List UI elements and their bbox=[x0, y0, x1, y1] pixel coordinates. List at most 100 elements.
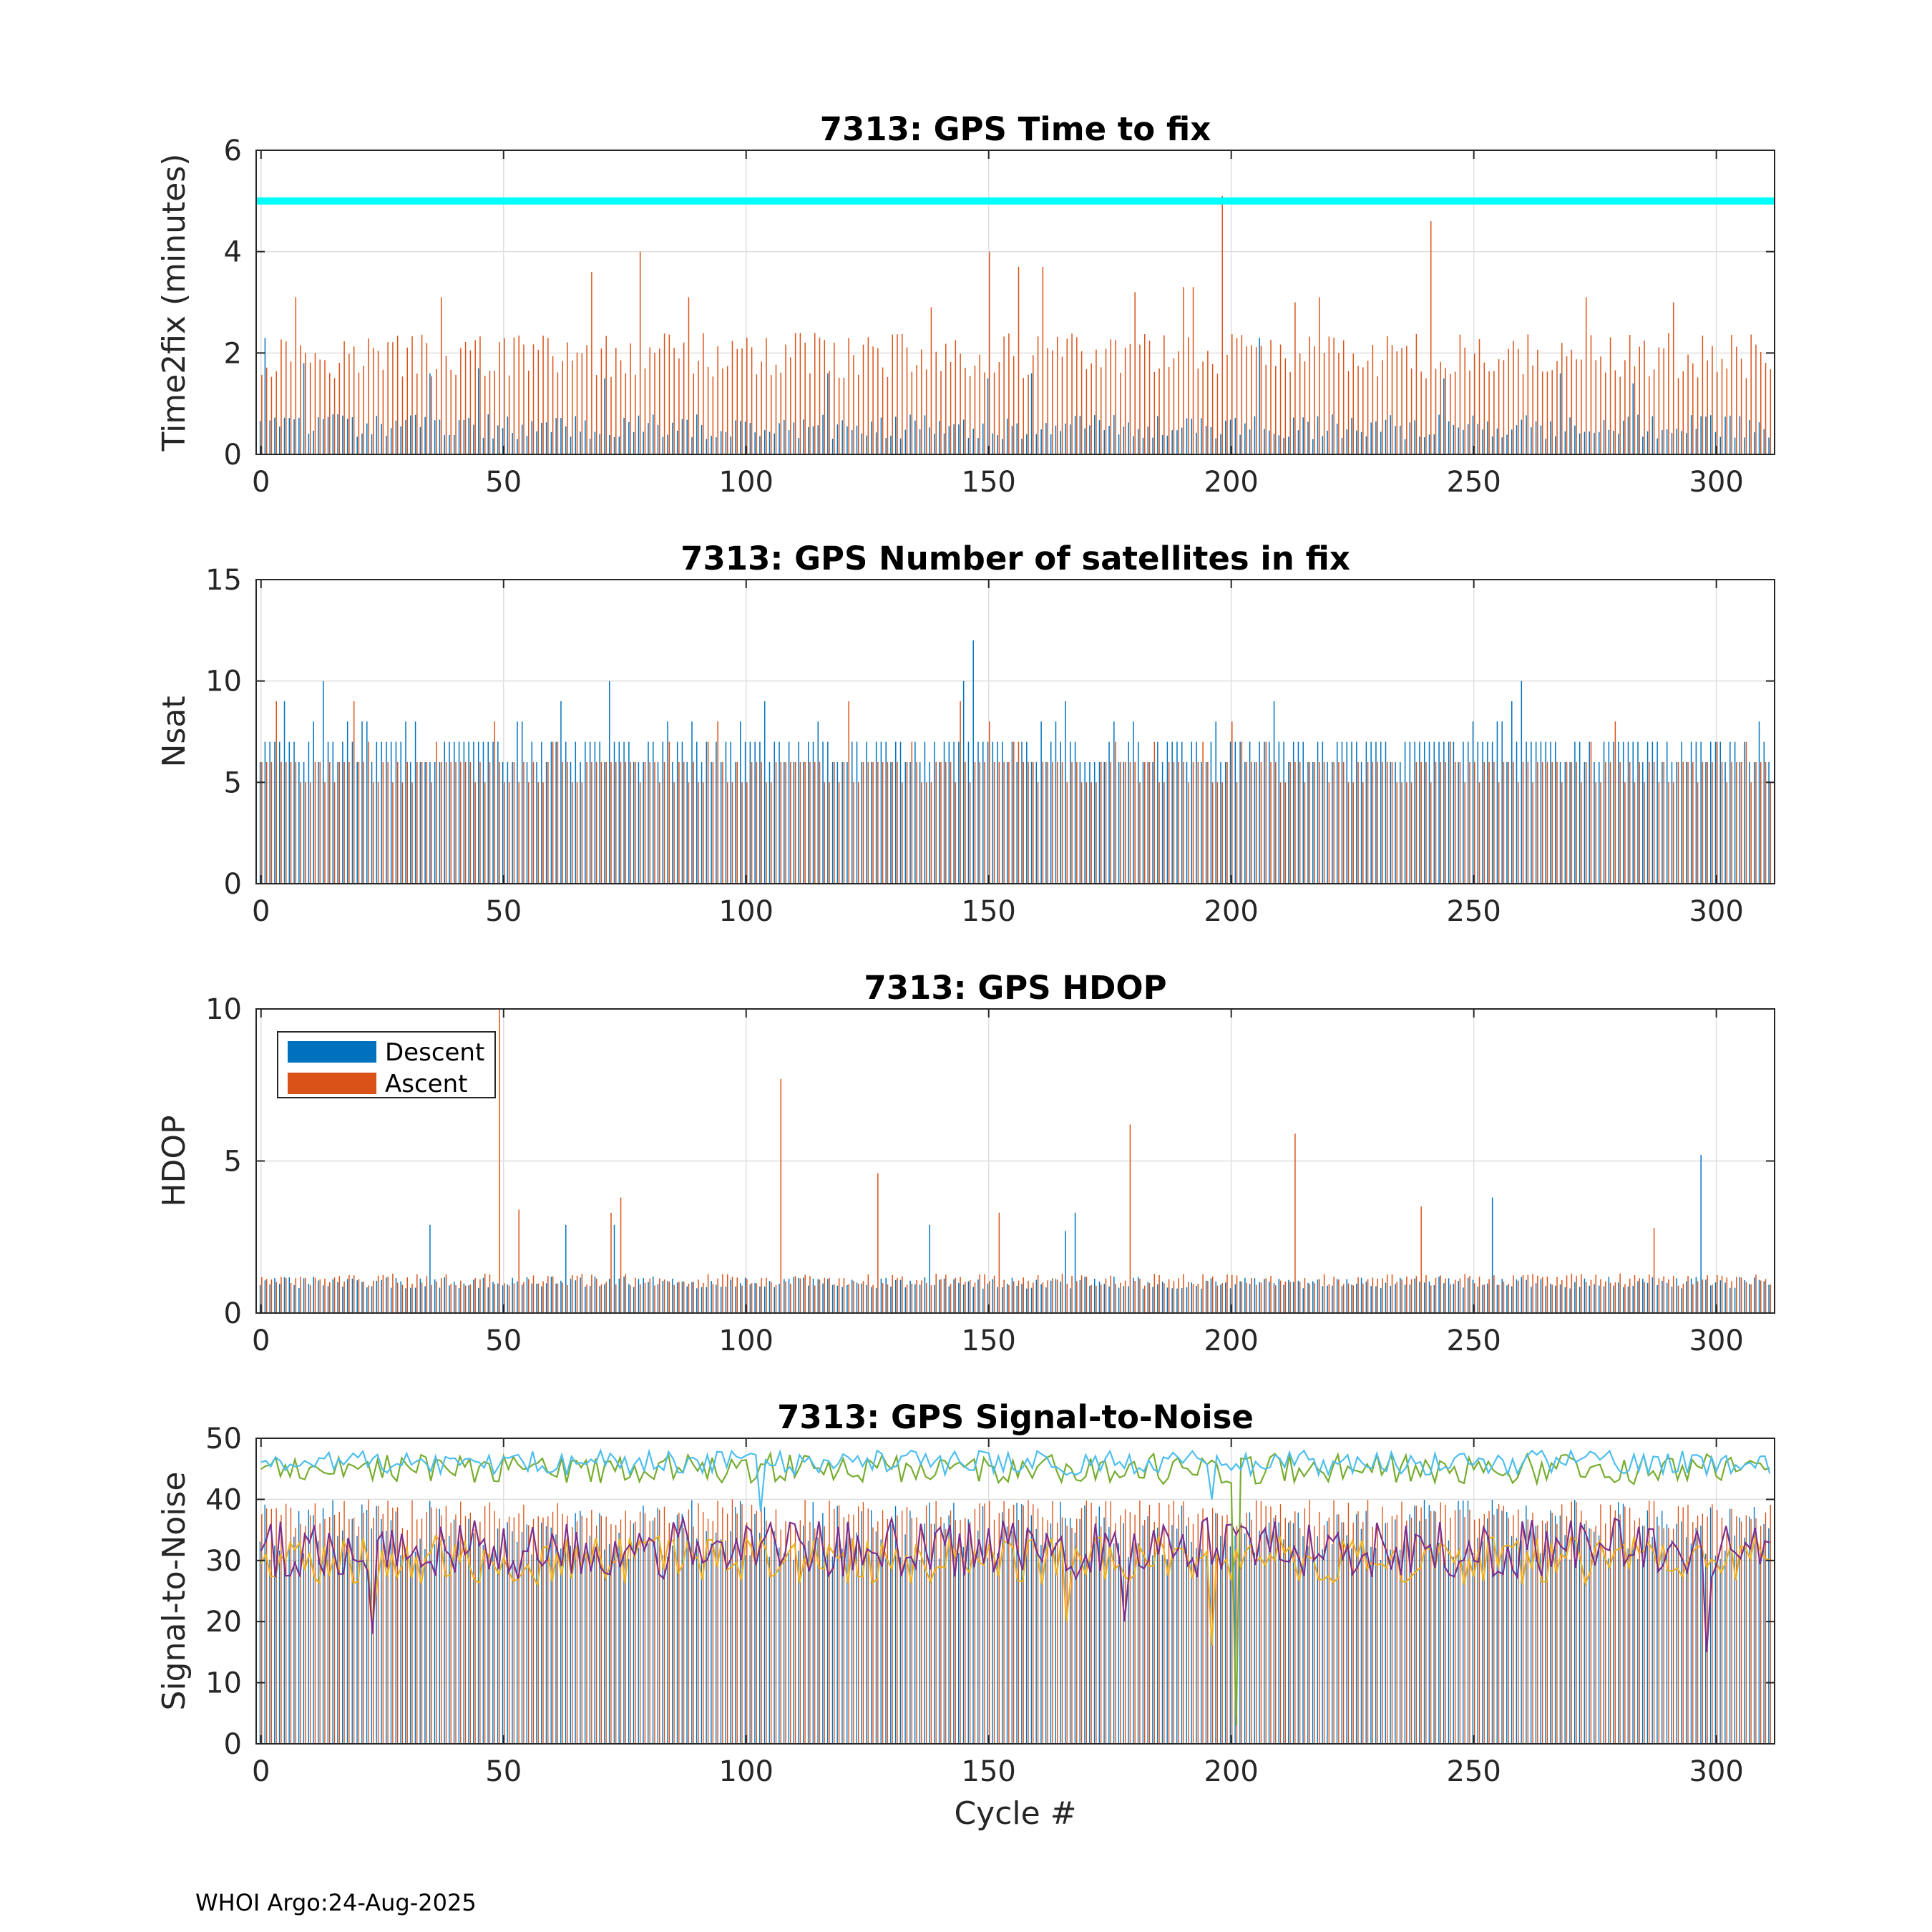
ascent-bar bbox=[1537, 1525, 1538, 1744]
ascent-bar bbox=[1537, 762, 1538, 884]
ascent-bar bbox=[396, 1507, 399, 1744]
ascent-bar bbox=[989, 251, 990, 454]
descent-bar bbox=[623, 1277, 625, 1313]
descent-bar bbox=[744, 741, 746, 884]
ascent-bar bbox=[1188, 1282, 1189, 1313]
descent-bar bbox=[1642, 436, 1644, 454]
descent-bar bbox=[1714, 1282, 1717, 1313]
descent-bar bbox=[1486, 1518, 1488, 1744]
descent-bar bbox=[744, 1555, 746, 1744]
descent-bar bbox=[424, 762, 426, 884]
descent-bar bbox=[541, 741, 542, 884]
y-tick-label: 0 bbox=[224, 1297, 242, 1330]
ascent-bar bbox=[1435, 1277, 1437, 1313]
descent-bar bbox=[1409, 1514, 1410, 1744]
ascent-bar bbox=[1120, 762, 1121, 884]
descent-bar bbox=[1011, 426, 1013, 454]
descent-bar bbox=[1157, 741, 1158, 884]
descent-bar bbox=[1482, 741, 1483, 884]
descent-bar bbox=[1496, 1508, 1498, 1744]
descent-bar bbox=[798, 1551, 799, 1744]
x-tick-label: 300 bbox=[1689, 1755, 1743, 1788]
descent-bar bbox=[875, 1531, 877, 1744]
ascent-bar bbox=[1124, 1509, 1126, 1744]
descent-bar bbox=[1229, 1288, 1231, 1313]
descent-bar bbox=[1152, 1287, 1153, 1313]
descent-bar bbox=[604, 378, 605, 454]
ascent-bar bbox=[1561, 1280, 1563, 1313]
descent-bar bbox=[1579, 433, 1581, 454]
descent-bar bbox=[1758, 1555, 1760, 1744]
descent-bar bbox=[269, 420, 270, 454]
ascent-bar bbox=[1609, 762, 1611, 884]
descent-bar bbox=[604, 1549, 605, 1744]
descent-bar bbox=[909, 1511, 911, 1744]
descent-bar bbox=[1351, 417, 1352, 454]
ascent-bar bbox=[368, 1499, 369, 1744]
ascent-bar bbox=[1328, 1517, 1330, 1744]
x-tick-label: 150 bbox=[962, 1324, 1016, 1357]
ascent-bar bbox=[537, 1516, 539, 1744]
ascent-bar bbox=[1410, 1518, 1413, 1744]
descent-bar bbox=[1317, 741, 1319, 884]
ascent-bar bbox=[615, 1524, 617, 1744]
descent-bar bbox=[774, 1287, 776, 1313]
ascent-bar bbox=[1183, 1274, 1184, 1313]
y-tick-label: 0 bbox=[224, 868, 242, 901]
descent-bar bbox=[977, 1531, 979, 1744]
ascent-bar bbox=[1677, 378, 1679, 454]
ascent-bar bbox=[595, 1278, 597, 1313]
ascent-bar bbox=[474, 1277, 476, 1313]
ascent-bar bbox=[450, 1284, 452, 1313]
descent-bar bbox=[1709, 1507, 1712, 1744]
ascent-bar bbox=[867, 1274, 869, 1313]
descent-bar bbox=[1491, 1499, 1493, 1744]
ascent-bar bbox=[858, 1284, 859, 1313]
ascent-bar bbox=[872, 1284, 874, 1313]
descent-bar bbox=[1040, 721, 1042, 884]
ascent-bar bbox=[421, 1282, 423, 1313]
ascent-bar bbox=[1018, 266, 1020, 454]
ascent-bar bbox=[921, 1524, 922, 1744]
ascent-bar bbox=[989, 1501, 990, 1744]
ascent-bar bbox=[1440, 1275, 1442, 1313]
ascent-bar bbox=[1372, 1526, 1373, 1744]
descent-bar bbox=[1346, 1535, 1347, 1744]
ascent-bar bbox=[984, 1503, 985, 1744]
ascent-bar bbox=[1255, 1500, 1257, 1744]
descent-bar bbox=[807, 1541, 809, 1744]
descent-bar bbox=[1370, 1546, 1372, 1744]
descent-bar bbox=[899, 1557, 902, 1744]
descent-bar bbox=[1705, 762, 1707, 884]
descent-bar bbox=[1239, 741, 1241, 884]
descent-bar bbox=[1030, 762, 1033, 884]
ascent-bar bbox=[925, 782, 927, 884]
descent-bar bbox=[836, 762, 839, 884]
ascent-bar bbox=[547, 338, 549, 454]
ascent-bar bbox=[1765, 762, 1767, 884]
descent-bar bbox=[1249, 429, 1251, 454]
ascent-bar bbox=[1731, 334, 1732, 454]
ascent-bar bbox=[1260, 1501, 1262, 1744]
ascent-bar bbox=[261, 374, 263, 454]
ascent-bar bbox=[1493, 371, 1495, 454]
ascent-bar bbox=[1202, 1508, 1204, 1744]
ascent-bar bbox=[363, 366, 364, 454]
descent-bar bbox=[1652, 416, 1654, 454]
descent-bar bbox=[1719, 1558, 1721, 1744]
descent-bar bbox=[866, 1548, 867, 1744]
ascent-bar bbox=[280, 762, 282, 884]
descent-bar bbox=[1375, 1548, 1377, 1744]
ascent-bar bbox=[532, 344, 535, 454]
descent-bar bbox=[1021, 439, 1023, 454]
ascent-bar bbox=[1770, 369, 1772, 454]
ascent-bar bbox=[1435, 762, 1437, 884]
descent-bar bbox=[638, 1547, 639, 1744]
ascent-bar bbox=[688, 297, 690, 454]
descent-bar bbox=[1618, 1502, 1619, 1744]
ascent-bar bbox=[1299, 353, 1301, 454]
descent-bar bbox=[269, 1559, 270, 1744]
ascent-bar bbox=[610, 762, 612, 884]
descent-bar bbox=[1433, 1285, 1435, 1313]
ascent-bar bbox=[387, 1501, 389, 1744]
